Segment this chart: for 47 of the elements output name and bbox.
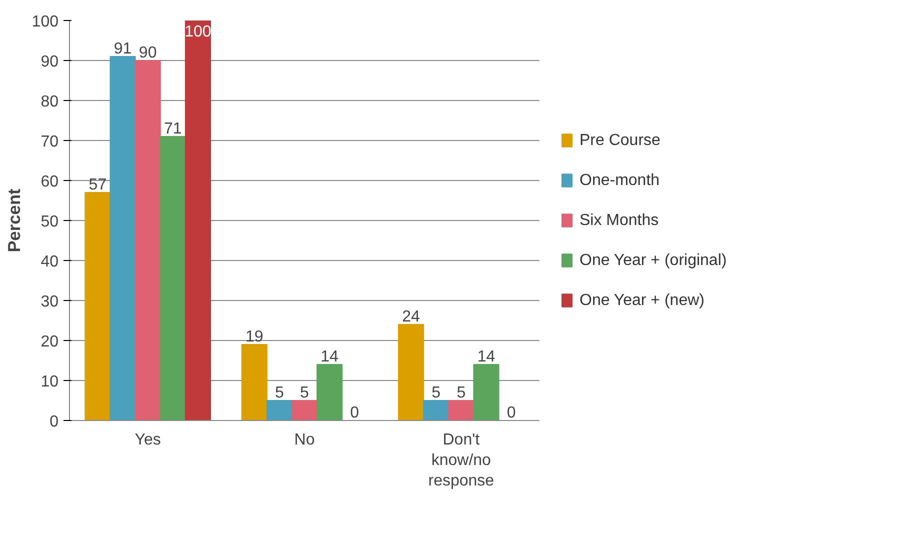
bar bbox=[448, 400, 474, 420]
data-label: 5 bbox=[300, 384, 310, 402]
legend-label: Pre Course bbox=[580, 132, 661, 149]
data-label: 24 bbox=[402, 308, 420, 326]
data-label: 90 bbox=[138, 44, 157, 62]
data-label: 91 bbox=[114, 40, 132, 58]
bar bbox=[423, 400, 450, 420]
bar bbox=[316, 364, 343, 420]
data-label: 14 bbox=[320, 348, 339, 366]
bar bbox=[473, 364, 500, 420]
data-label: 0 bbox=[350, 404, 360, 422]
y-tick-label: 80 bbox=[40, 94, 59, 110]
bar bbox=[184, 20, 211, 420]
bar bbox=[266, 400, 292, 420]
bar bbox=[241, 344, 268, 420]
legend-label: Six Months bbox=[580, 212, 659, 229]
y-tick-label: 40 bbox=[40, 254, 59, 270]
data-label: 14 bbox=[477, 348, 496, 366]
bar bbox=[160, 136, 186, 420]
y-tick-label: 30 bbox=[40, 294, 59, 310]
bar bbox=[291, 400, 318, 420]
y-tick-label: 50 bbox=[40, 214, 59, 230]
legend-label: One-month bbox=[580, 172, 660, 189]
legend-label: One Year + (new) bbox=[580, 292, 704, 309]
x-tick-label: Yes bbox=[134, 432, 161, 448]
y-tick-label: 100 bbox=[32, 14, 59, 30]
y-axis-title: Percent bbox=[4, 188, 24, 252]
x-tick-label: Don't know/no response bbox=[428, 432, 494, 490]
data-label: 0 bbox=[506, 404, 516, 422]
data-label: 5 bbox=[456, 384, 466, 402]
bar bbox=[398, 324, 424, 420]
data-label: 57 bbox=[88, 176, 107, 194]
y-tick-label: 20 bbox=[40, 334, 59, 350]
x-tick-label: No bbox=[294, 432, 315, 448]
data-label: 100 bbox=[184, 24, 212, 40]
bar bbox=[134, 60, 161, 420]
y-tick-label: 70 bbox=[40, 134, 59, 150]
bar bbox=[110, 56, 136, 420]
data-label: 5 bbox=[432, 384, 441, 402]
y-tick-label: 0 bbox=[50, 414, 59, 430]
y-tick-label: 60 bbox=[40, 174, 59, 190]
y-tick-label: 90 bbox=[40, 54, 59, 70]
data-label: 71 bbox=[164, 120, 182, 138]
bar bbox=[84, 192, 111, 420]
y-tick-label: 10 bbox=[40, 374, 59, 390]
data-label: 5 bbox=[274, 384, 284, 402]
legend-label: One Year + (original) bbox=[580, 252, 727, 269]
